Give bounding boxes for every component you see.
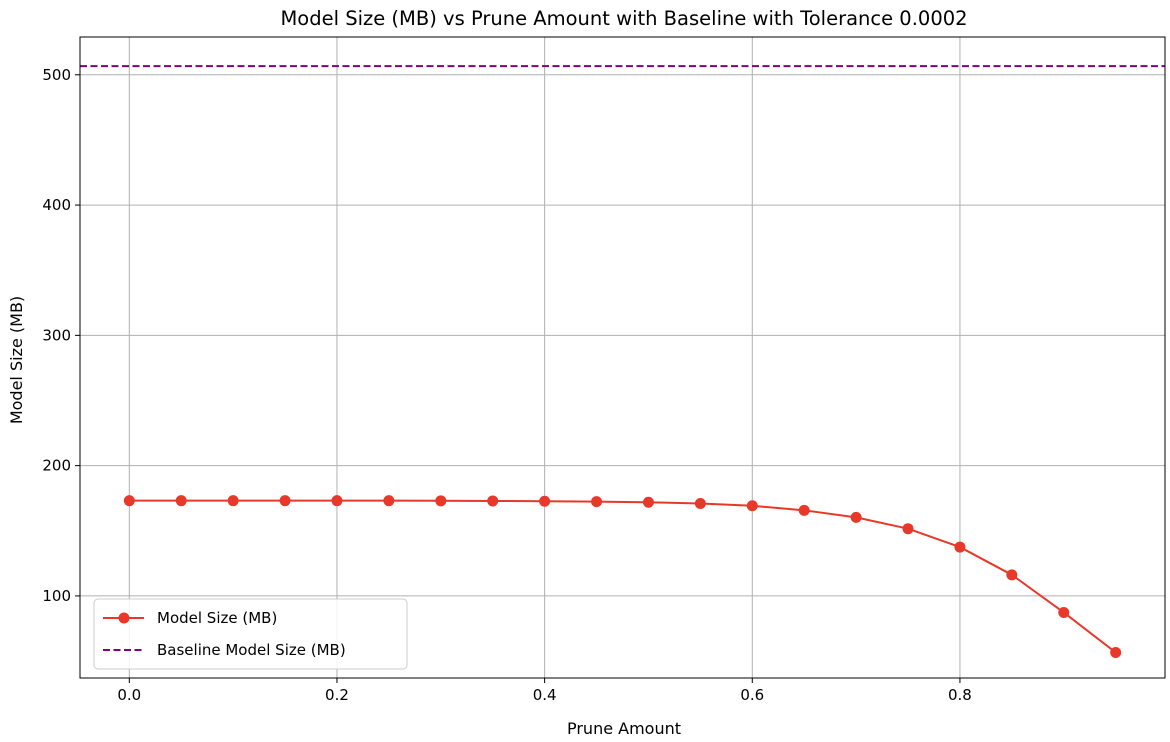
axes-ticks: 0.0 0.2 0.4 0.6 0.8 100 200 300 400 500 [42,66,972,704]
x-axis-label: Prune Amount [567,719,681,738]
model-size-line [129,499,1117,654]
y-tick-label: 100 [42,587,71,605]
grid [80,37,1165,678]
plot-frame [79,36,1166,679]
x-tick-label: 0.0 [117,686,141,704]
model-size-point [175,495,187,507]
model-size-point [798,504,810,516]
model-size-point [331,495,343,507]
series-layer [80,65,1165,658]
model-size-point [487,495,499,507]
legend-marker-model-size [118,612,130,624]
model-size-point [642,496,654,508]
model-size-point [591,496,603,508]
model-size-point [279,495,291,507]
legend-label-model-size: Model Size (MB) [157,609,277,627]
y-axis-label: Model Size (MB) [7,296,26,424]
chart-title: Model Size (MB) vs Prune Amount with Bas… [280,7,967,30]
legend-box [93,598,408,670]
model-size-point [1058,606,1070,618]
x-tick-label: 0.8 [948,686,972,704]
legend-label-baseline: Baseline Model Size (MB) [157,641,346,659]
model-size-point [1006,569,1018,581]
model-size-point [1110,646,1122,658]
y-tick-label: 300 [42,326,71,344]
model-size-point [227,495,239,507]
model-size-point [746,500,758,512]
model-size-point [902,523,914,535]
model-size-point [694,498,706,510]
model-size-point [850,511,862,523]
x-tick-label: 0.6 [740,686,764,704]
model-size-point [539,495,551,507]
y-tick-label: 400 [42,196,71,214]
model-size-point [435,495,447,507]
x-tick-label: 0.2 [325,686,349,704]
x-tick-label: 0.4 [533,686,557,704]
model-size-point [123,495,135,507]
y-tick-label: 500 [42,66,71,84]
model-size-point [954,541,966,553]
model-size-point [383,495,395,507]
legend: Model Size (MB) Baseline Model Size (MB) [93,598,408,670]
y-tick-label: 200 [42,457,71,475]
